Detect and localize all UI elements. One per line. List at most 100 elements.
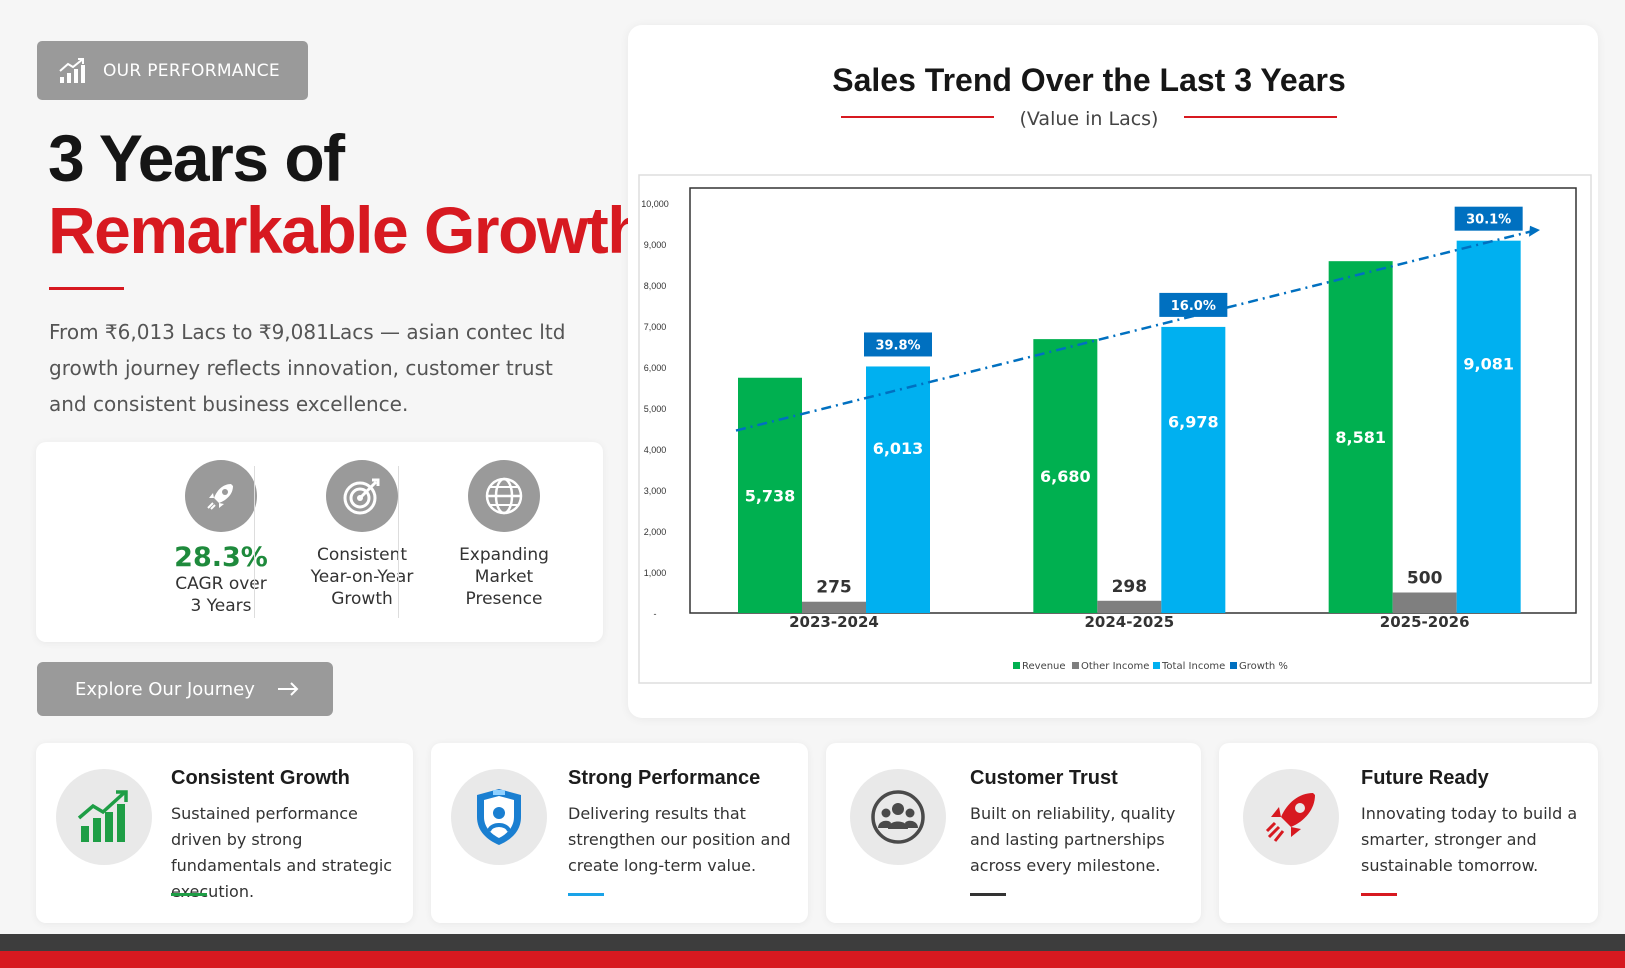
y-tick-label: 10,000 — [641, 199, 669, 209]
bar-revenue — [1328, 261, 1393, 613]
explore-journey-button[interactable]: Explore Our Journey — [37, 662, 333, 716]
feature-card-customer-trust: Customer Trust Built on reliability, qua… — [826, 743, 1201, 923]
data-label-total-income: 6,978 — [1168, 412, 1219, 431]
sales-trend-chart-card: Sales Trend Over the Last 3 Years (Value… — [628, 25, 1598, 718]
feature-accent — [970, 893, 1006, 896]
y-tick-label: 8,000 — [644, 281, 667, 291]
growth-trend-arrowhead — [1529, 225, 1540, 237]
stats-card: 28.3% CAGR over 3 Years Consistent Year-… — [36, 442, 603, 642]
bar-total-income — [1456, 240, 1521, 613]
feature-card-consistent-growth: Consistent Growth Sustained performance … — [36, 743, 413, 923]
bar-other-income — [1097, 600, 1162, 613]
sales-trend-chart: Sales Trend Over the Last 3 Years (Value… — [638, 62, 1592, 684]
x-tick-label: 2025-2026 — [1380, 613, 1470, 631]
hero-divider — [49, 287, 124, 290]
bar-total-income — [1161, 326, 1226, 613]
rocket-icon — [1243, 769, 1339, 865]
stat-cagr-value: 28.3% — [174, 542, 268, 573]
feature-title: Consistent Growth — [171, 767, 350, 789]
y-tick-label: - — [654, 609, 657, 619]
stat-yoy-label-2: Year-on-Year — [310, 567, 414, 587]
globe-icon — [468, 460, 540, 532]
y-tick-label: 6,000 — [644, 363, 667, 373]
y-tick-label: 9,000 — [644, 240, 667, 250]
data-label-other-income: 298 — [1112, 577, 1148, 597]
feature-card-strong-performance: Strong Performance Delivering results th… — [431, 743, 808, 923]
y-tick-label: 4,000 — [644, 445, 667, 455]
x-tick-label: 2024-2025 — [1084, 613, 1174, 631]
group-icon — [850, 769, 946, 865]
badge-label: OUR PERFORMANCE — [103, 60, 280, 81]
feature-desc: Built on reliability, quality and lastin… — [970, 804, 1176, 875]
feature-card-future-ready: Future Ready Innovating today to build a… — [1219, 743, 1598, 923]
feature-desc: Sustained performance driven by strong f… — [171, 804, 393, 901]
stat-divider — [254, 466, 255, 618]
y-tick-label: 7,000 — [644, 322, 667, 332]
feature-title: Customer Trust — [970, 767, 1118, 789]
legend-label: Revenue — [1022, 661, 1066, 672]
data-label-total-income: 9,081 — [1463, 355, 1514, 374]
growth-label-box — [1454, 206, 1523, 231]
feature-title: Strong Performance — [568, 767, 761, 789]
data-label-total-income: 6,013 — [873, 439, 924, 458]
data-label-other-income: 500 — [1407, 569, 1443, 589]
feature-desc: Innovating today to build a smarter, str… — [1361, 804, 1578, 875]
chart-title: Sales Trend Over the Last 3 Years — [832, 62, 1345, 98]
stat-cagr-label-1: CAGR over — [175, 574, 267, 594]
hero-intro: From ₹6,013 Lacs to ₹9,081Lacs — asian c… — [49, 320, 566, 416]
growth-bar-chart-icon — [59, 57, 85, 83]
shield-icon — [451, 769, 547, 865]
y-tick-label: 3,000 — [644, 486, 667, 496]
legend-label: Other Income — [1081, 661, 1149, 672]
legend-swatch — [1013, 662, 1020, 669]
feature-accent — [568, 893, 604, 896]
growth-label-box — [1159, 292, 1228, 317]
legend-swatch — [1230, 662, 1237, 669]
hero-title-highlight: Remarkable Growth — [48, 193, 648, 267]
legend-swatch — [1072, 662, 1079, 669]
growth-label-box — [864, 332, 932, 357]
chart-subtitle: (Value in Lacs) — [1020, 108, 1159, 130]
stat-market-label-1: Expanding — [459, 545, 549, 565]
growth-label: 39.8% — [875, 338, 920, 353]
arrow-right-icon — [277, 682, 299, 696]
stat-divider — [398, 466, 399, 618]
stat-market: Expanding Market Presence — [434, 460, 574, 610]
stat-yoy: Consistent Year-on-Year Growth — [292, 460, 432, 610]
stat-market-label-2: Market — [474, 567, 534, 587]
feature-desc: Delivering results that strengthen our p… — [568, 804, 791, 875]
data-label-revenue: 8,581 — [1335, 428, 1386, 447]
data-label-other-income: 275 — [816, 578, 852, 598]
bar-other-income — [1392, 592, 1457, 613]
footer-band-dark — [0, 934, 1625, 951]
bar-total-income — [866, 366, 930, 613]
y-tick-label: 5,000 — [644, 404, 667, 414]
legend-label: Growth % — [1239, 661, 1288, 672]
growth-chart-icon — [56, 769, 152, 865]
legend-swatch — [1153, 662, 1160, 669]
legend-label: Total Income — [1161, 661, 1225, 672]
explore-journey-label: Explore Our Journey — [75, 678, 255, 700]
growth-trend-line — [735, 230, 1531, 432]
data-label-revenue: 5,738 — [745, 486, 796, 505]
bar-revenue — [738, 377, 802, 613]
stat-yoy-label-3: Growth — [331, 589, 393, 609]
growth-label: 30.1% — [1466, 213, 1511, 228]
y-tick-label: 1,000 — [644, 568, 667, 578]
stat-cagr: 28.3% CAGR over 3 Years — [151, 460, 291, 617]
hero-title: 3 Years of — [48, 121, 345, 195]
data-label-revenue: 6,680 — [1040, 467, 1091, 486]
growth-label: 16.0% — [1171, 299, 1216, 314]
rocket-icon — [185, 460, 257, 532]
feature-title: Future Ready — [1361, 767, 1489, 789]
bar-other-income — [802, 601, 866, 613]
footer-band-red — [0, 951, 1625, 968]
feature-accent — [1361, 893, 1397, 896]
feature-accent — [171, 893, 207, 896]
stat-yoy-label-1: Consistent — [316, 545, 408, 565]
y-tick-label: 2,000 — [644, 527, 667, 537]
target-icon — [326, 460, 398, 532]
x-tick-label: 2023-2024 — [789, 613, 879, 631]
section-badge: OUR PERFORMANCE — [37, 41, 308, 100]
stat-market-label-3: Presence — [465, 589, 543, 609]
